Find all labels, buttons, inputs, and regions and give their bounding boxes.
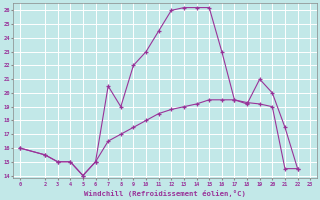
X-axis label: Windchill (Refroidissement éolien,°C): Windchill (Refroidissement éolien,°C) [84,190,246,197]
